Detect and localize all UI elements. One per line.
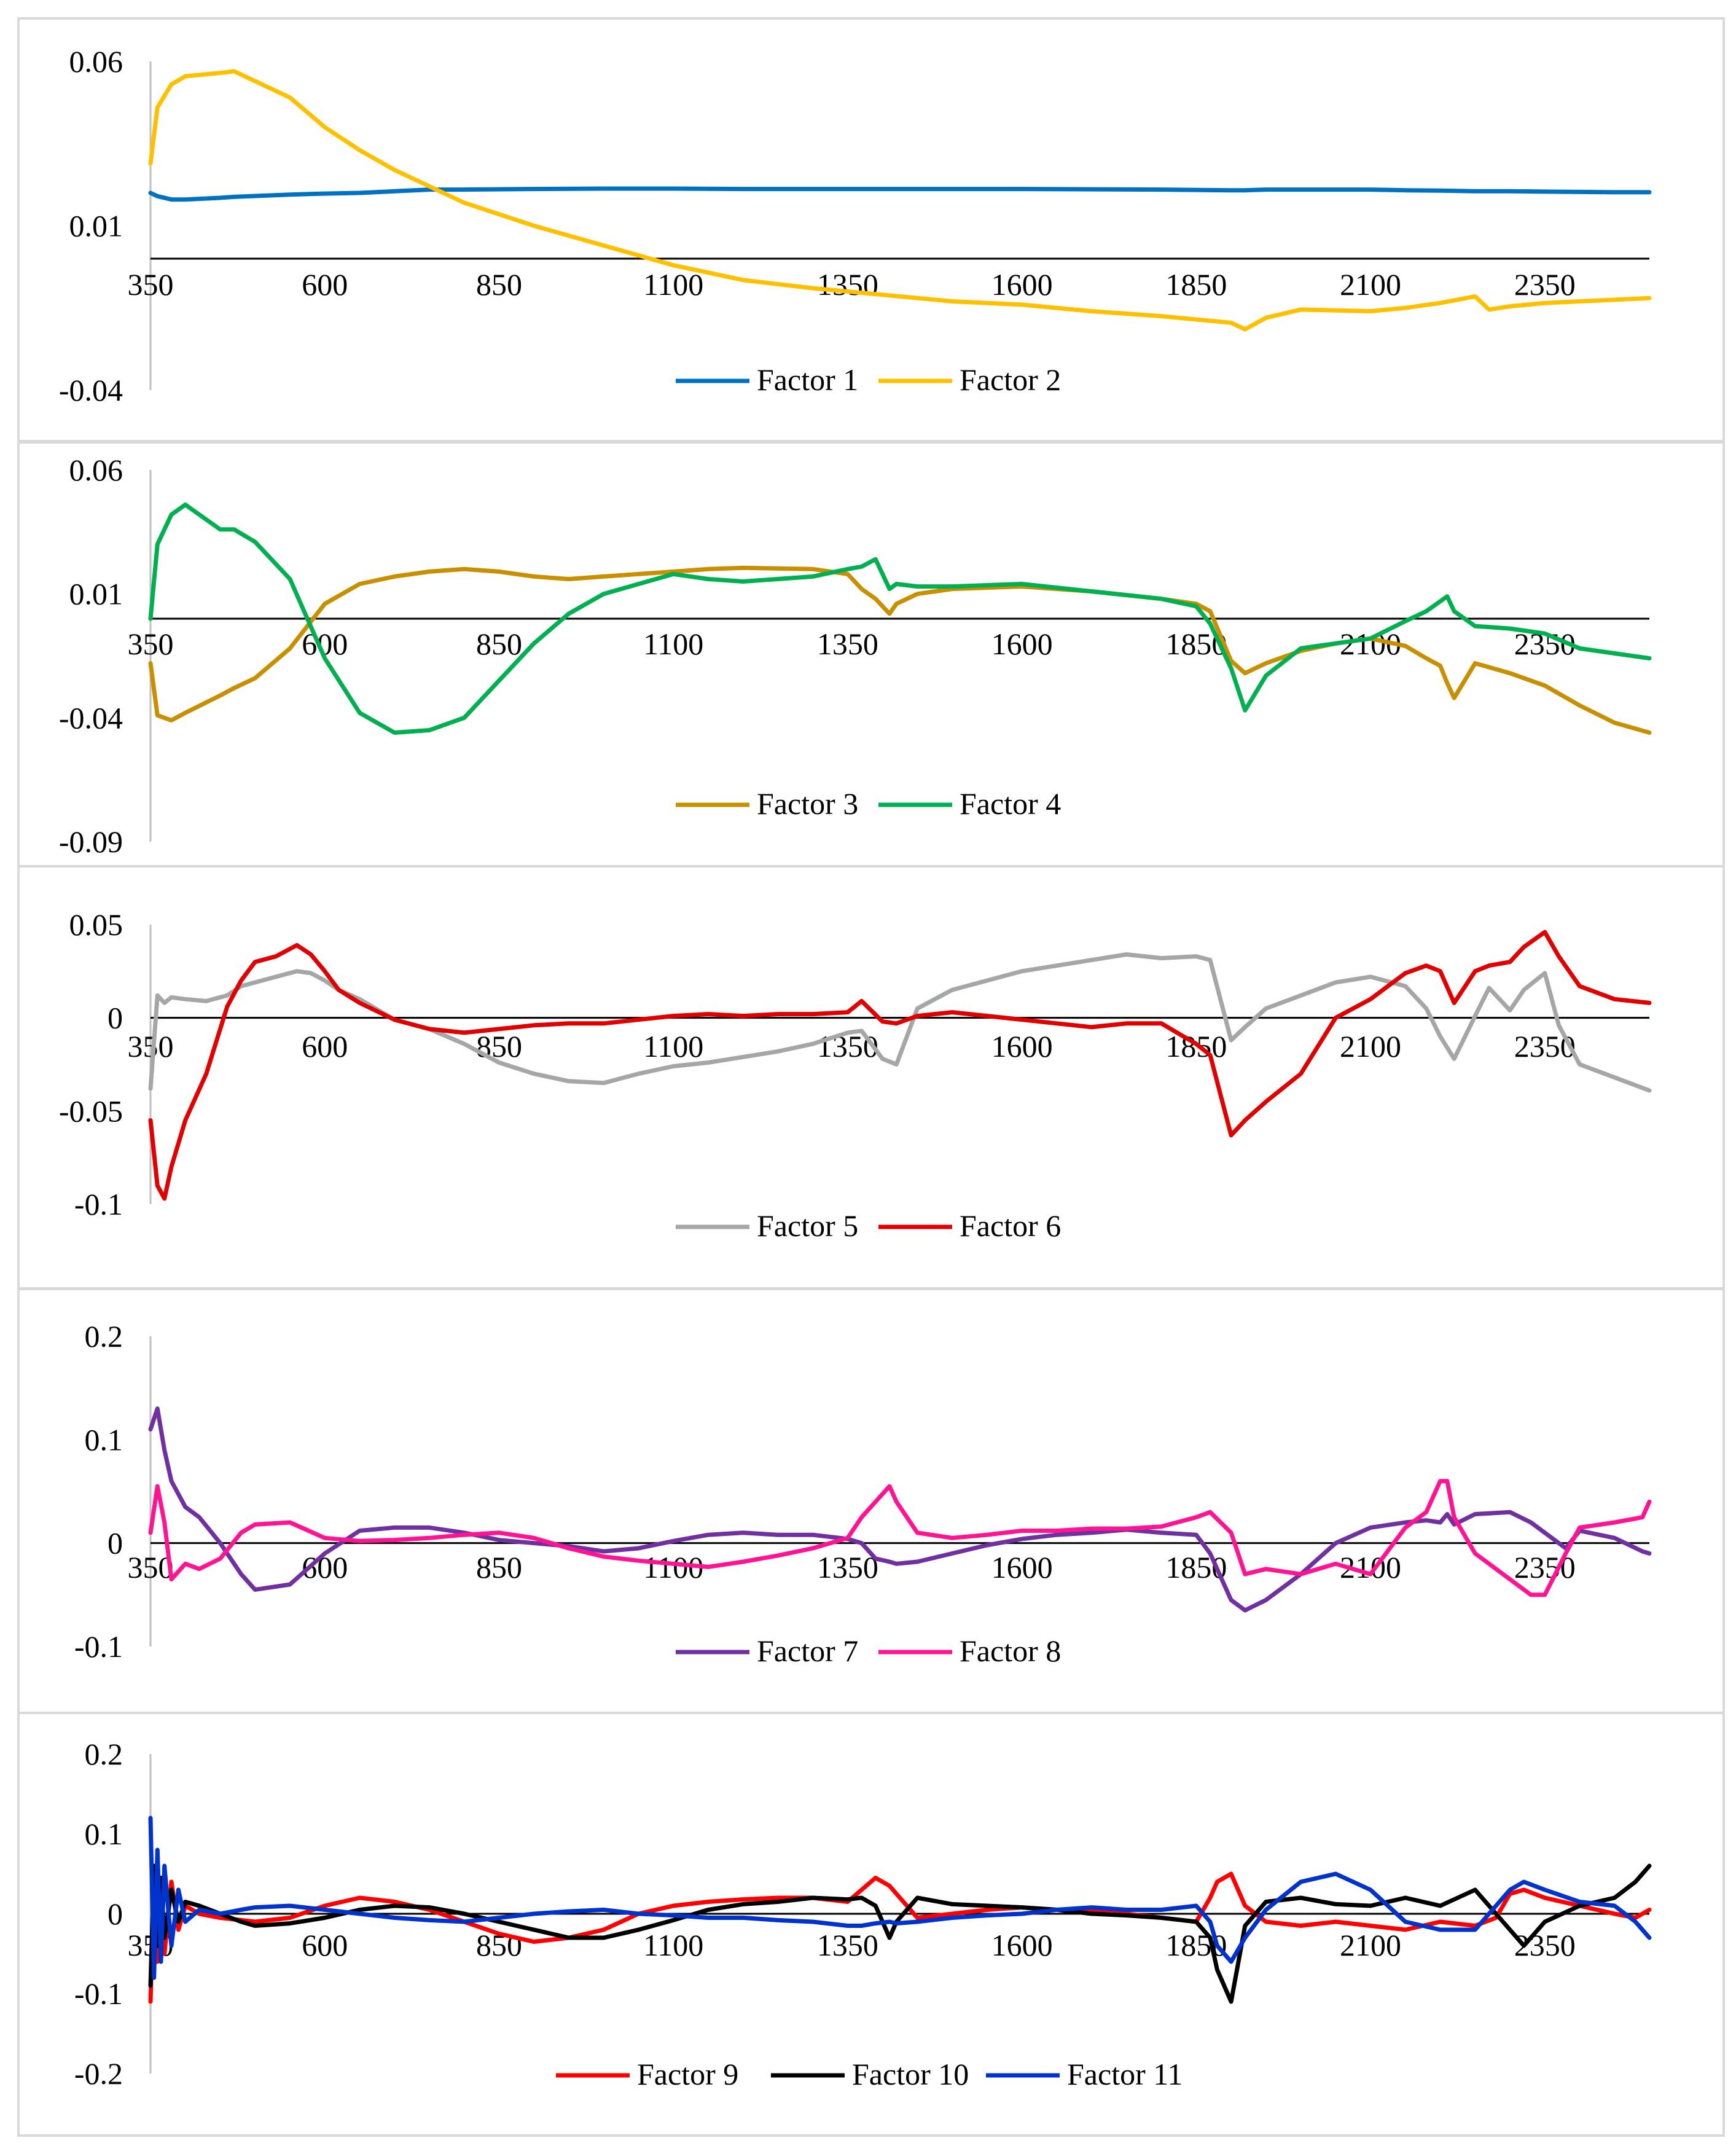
- x-tick-label: 600: [302, 1928, 348, 1962]
- x-tick-label: 1600: [991, 1928, 1053, 1962]
- x-tick-label: 1600: [991, 1550, 1053, 1584]
- legend-label: Factor 7: [757, 1634, 858, 1668]
- legend-entry: Factor 5: [676, 1208, 858, 1243]
- x-tick-label: 1100: [643, 1029, 703, 1063]
- y-tick-label: 0.1: [85, 1422, 123, 1457]
- legend-entry: Factor 2: [878, 362, 1061, 397]
- x-tick-label: 1350: [817, 1550, 878, 1584]
- x-tick-label: 1100: [643, 1928, 703, 1962]
- panel-frame: [17, 865, 1725, 1290]
- series-line-factor-6: [148, 930, 1652, 1201]
- y-tick-label: -0.05: [59, 1094, 123, 1128]
- legend-entry: Factor 10: [771, 2057, 969, 2091]
- y-tick-label: -0.04: [59, 700, 123, 735]
- x-tick-label: 2100: [1340, 267, 1401, 302]
- legend-label: Factor 11: [1067, 2057, 1183, 2091]
- legend-label: Factor 4: [960, 786, 1061, 821]
- legend-label: Factor 2: [960, 362, 1061, 397]
- x-tick-label: 350: [128, 627, 174, 661]
- series-line-factor-2: [148, 69, 1652, 332]
- legend-label: Factor 1: [757, 362, 858, 397]
- y-tick-label: -0.1: [74, 1629, 123, 1664]
- x-tick-label: 850: [476, 1029, 522, 1063]
- legend-entry: Factor 6: [878, 1208, 1061, 1243]
- legend-entry: Factor 11: [986, 2057, 1183, 2091]
- x-tick-label: 2100: [1340, 1029, 1401, 1063]
- chart-panel-4: 0.20.10-0.1350 600 850 1100 1350 1600 1850 2100…: [17, 1288, 1725, 1714]
- x-tick-label: 2350: [1514, 1029, 1576, 1063]
- x-tick-label: 1100: [643, 627, 703, 661]
- series-line-factor-10: [148, 1863, 1652, 2004]
- x-tick-label: 1850: [1165, 267, 1227, 302]
- series-line-factor-3: [148, 565, 1652, 735]
- x-tick-label: 350: [128, 267, 174, 302]
- legend-label: Factor 9: [637, 2057, 738, 2091]
- panel-frame: [17, 17, 1725, 442]
- x-tick-label: 850: [476, 267, 522, 302]
- chart-panel-3: 0.050-0.05-0.1350 600 850 1100 1350 1600 1850 2…: [17, 865, 1725, 1290]
- legend-entry: Factor 8: [878, 1634, 1061, 1668]
- x-tick-label: 350: [128, 1550, 174, 1584]
- legend-label: Factor 3: [757, 786, 858, 821]
- x-tick-label: 600: [302, 1029, 348, 1063]
- x-tick-label: 1350: [817, 267, 878, 302]
- x-tick-label: 350: [128, 1029, 174, 1063]
- x-tick-label: 600: [302, 267, 348, 302]
- y-tick-label: 0.06: [69, 44, 123, 79]
- panel-frame: [17, 441, 1725, 867]
- series-line-factor-4: [148, 503, 1652, 735]
- y-tick-label: 0: [108, 1526, 123, 1561]
- series-line-factor-8: [148, 1479, 1652, 1597]
- x-tick-label: 850: [476, 627, 522, 661]
- y-tick-label: 0.06: [69, 453, 123, 487]
- x-tick-label: 1600: [991, 627, 1053, 661]
- y-tick-label: -0.09: [59, 824, 123, 859]
- legend-label: Factor 10: [852, 2057, 969, 2091]
- y-tick-label: 0.01: [69, 577, 123, 611]
- legend-entry: Factor 9: [556, 2057, 738, 2091]
- series-line-factor-11: [148, 1815, 1652, 1980]
- series-line-factor-7: [148, 1406, 1652, 1613]
- x-tick-label: 2100: [1340, 1928, 1401, 1962]
- x-tick-label: 1350: [817, 627, 878, 661]
- x-tick-label: 1100: [643, 267, 703, 302]
- y-tick-label: 0.05: [69, 907, 123, 942]
- legend-label: Factor 5: [757, 1208, 858, 1243]
- series-line-factor-1: [148, 186, 1652, 202]
- legend-entry: Factor 7: [676, 1634, 858, 1668]
- y-tick-label: -0.1: [74, 1976, 123, 2011]
- y-tick-label: 0.2: [85, 1737, 123, 1771]
- x-tick-label: 850: [476, 1550, 522, 1584]
- y-tick-label: 0: [108, 1001, 123, 1035]
- y-tick-label: 0.01: [69, 209, 123, 243]
- x-tick-label: 1600: [991, 1029, 1053, 1063]
- y-tick-label: 0: [108, 1897, 123, 1931]
- legend-label: Factor 8: [960, 1634, 1061, 1668]
- y-tick-label: 0.2: [85, 1319, 123, 1353]
- legend-entry: Factor 1: [676, 362, 858, 397]
- legend-label: Factor 6: [960, 1208, 1061, 1243]
- y-tick-label: -0.1: [74, 1187, 123, 1221]
- y-tick-label: 0.1: [85, 1817, 123, 1851]
- y-tick-label: -0.04: [59, 373, 123, 407]
- x-tick-label: 1600: [991, 267, 1053, 302]
- x-tick-label: 1350: [817, 1928, 878, 1962]
- y-tick-label: -0.2: [74, 2056, 123, 2091]
- series-line-factor-5: [148, 952, 1652, 1093]
- chart-panel-5: 0.20.10-0.1-0.2350 600 850 1100 1350 1600 1850…: [17, 1712, 1725, 2137]
- x-tick-label: 2350: [1514, 267, 1576, 302]
- legend-entry: Factor 3: [676, 786, 858, 821]
- chart-panel-1: 0.06 0.01 -0.04 350 600 850 1100 1350 1600 1850 21…: [17, 17, 1725, 442]
- panel-frame: [17, 1288, 1725, 1714]
- legend-entry: Factor 4: [878, 786, 1061, 821]
- x-tick-label: 1850: [1165, 627, 1227, 661]
